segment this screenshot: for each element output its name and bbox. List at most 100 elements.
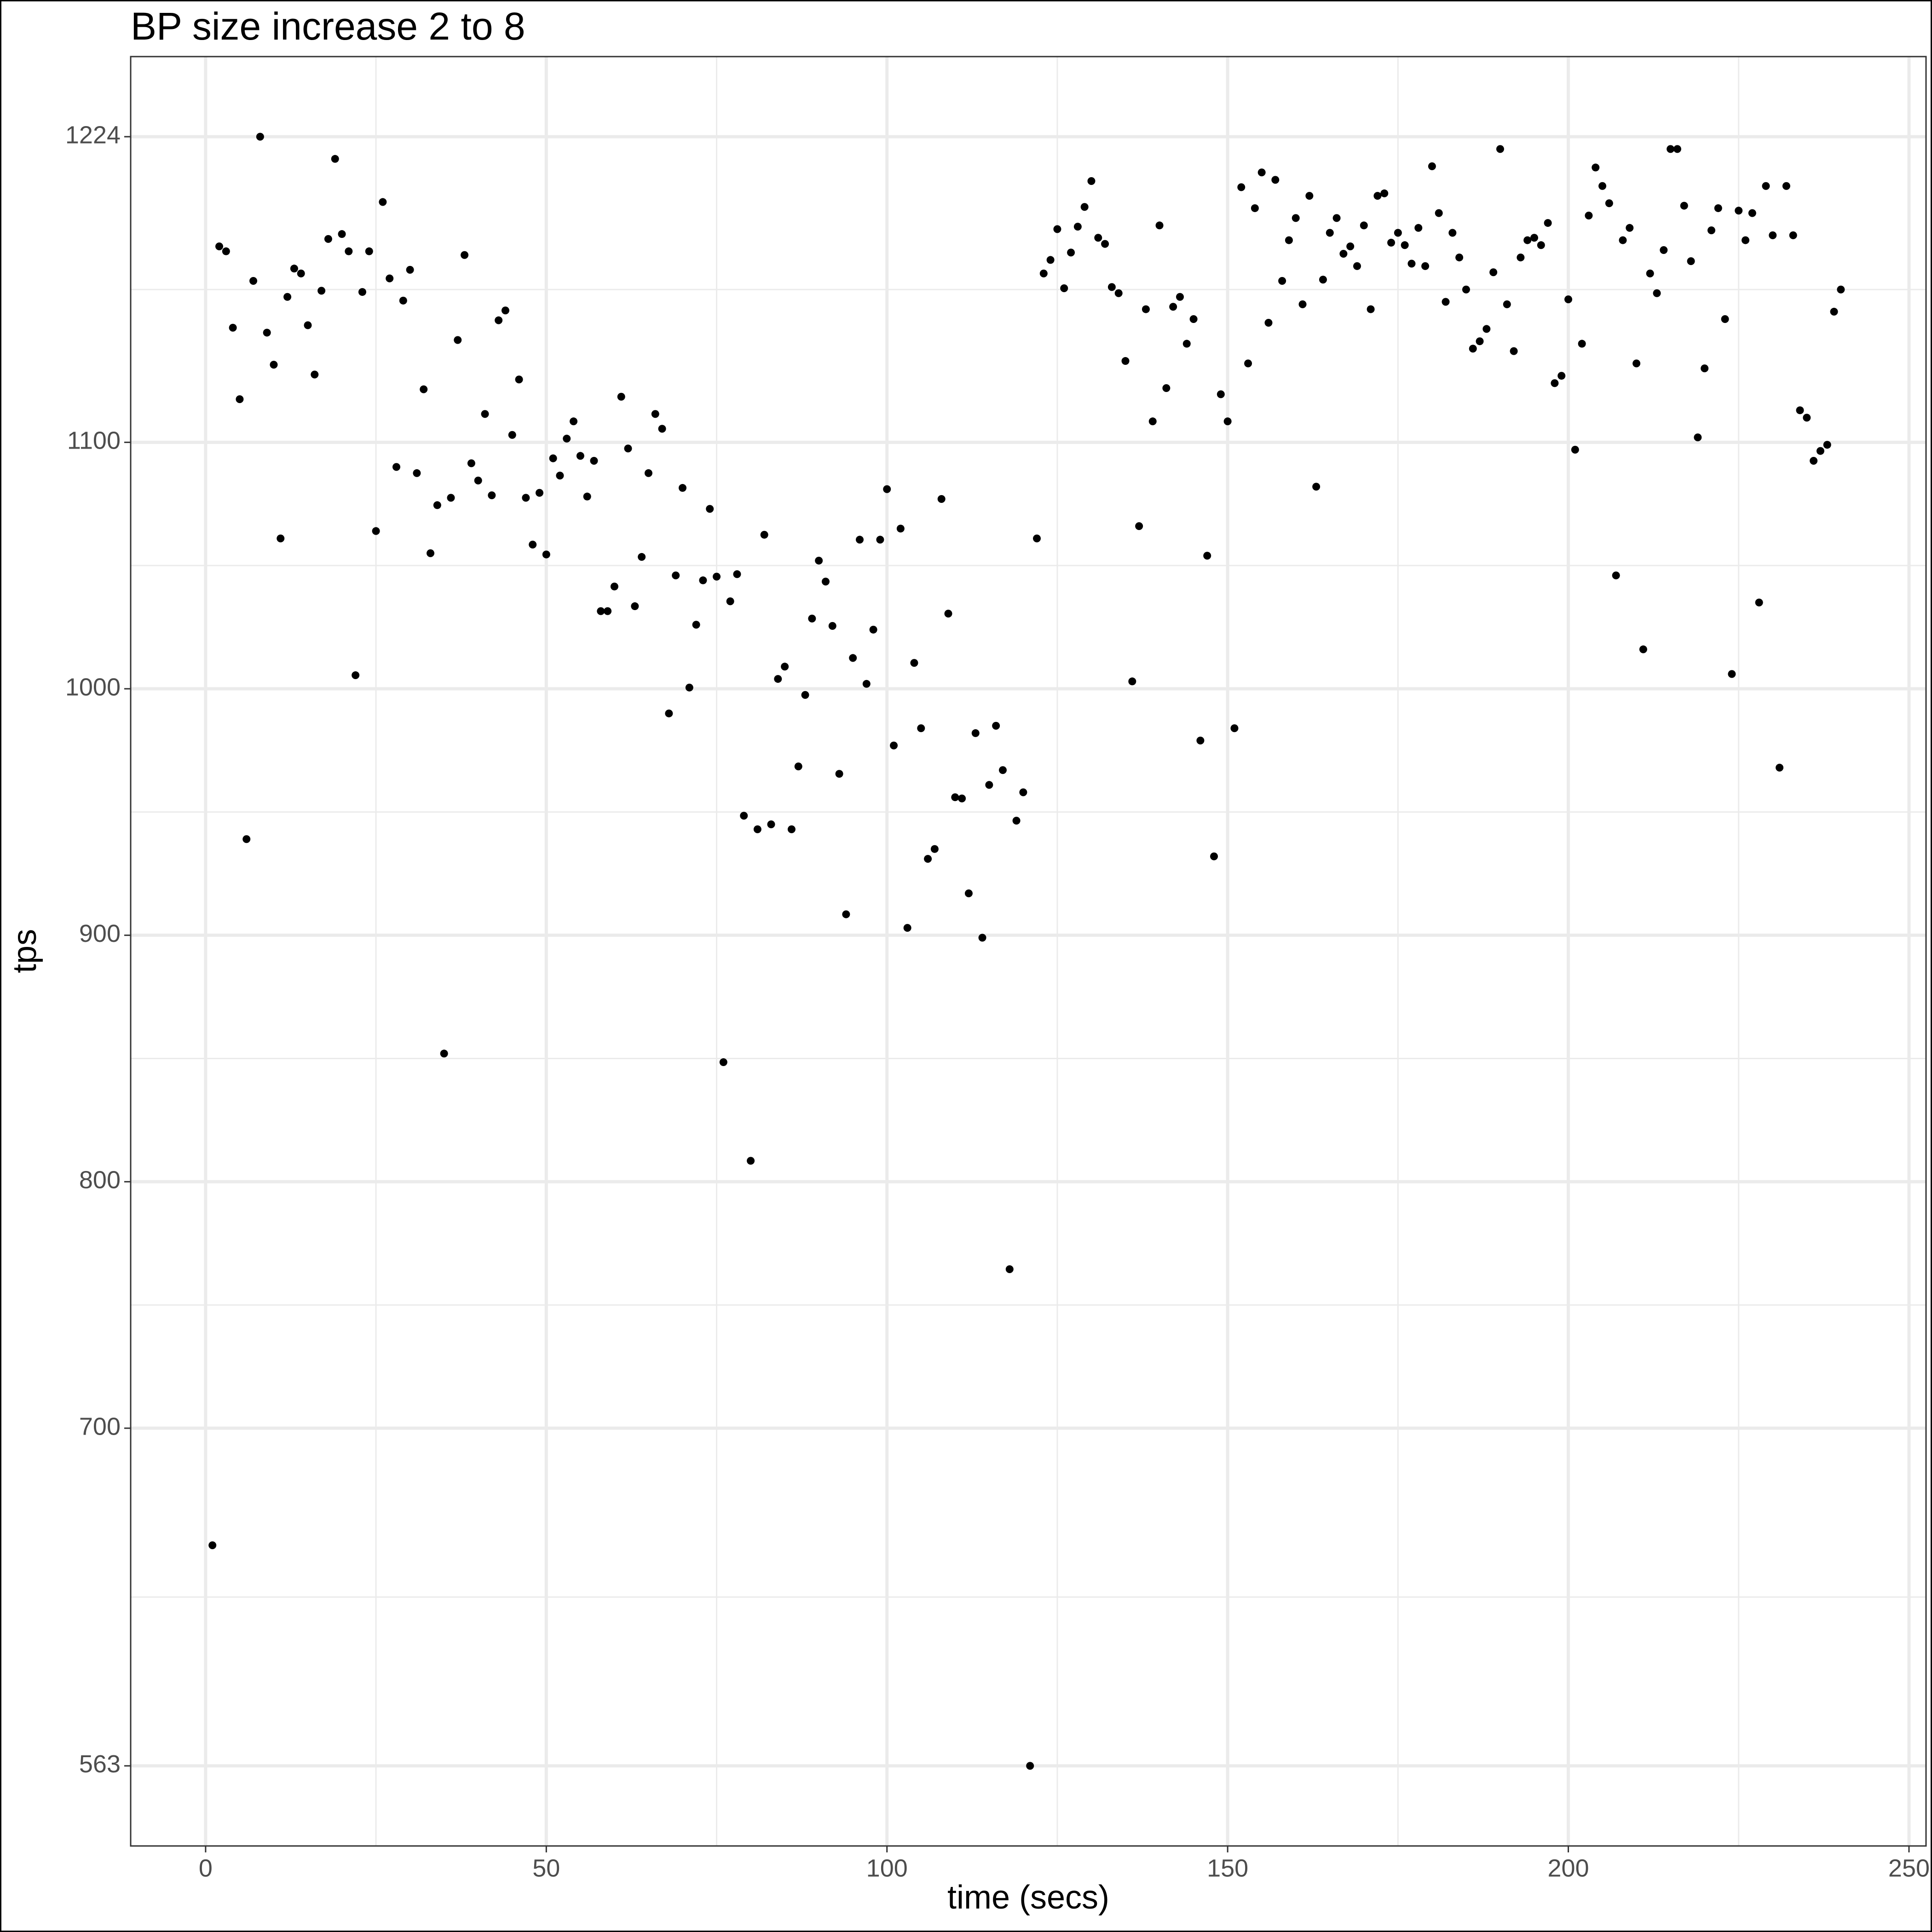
point bbox=[1380, 189, 1389, 197]
point bbox=[1448, 229, 1457, 237]
point bbox=[1612, 571, 1620, 580]
point bbox=[1237, 183, 1246, 191]
point bbox=[1107, 283, 1116, 291]
point bbox=[1537, 241, 1545, 249]
point bbox=[1367, 305, 1375, 313]
point bbox=[1292, 214, 1300, 222]
point bbox=[944, 610, 952, 618]
point bbox=[842, 910, 850, 918]
point bbox=[1639, 645, 1647, 653]
point bbox=[1326, 229, 1334, 237]
point bbox=[1557, 372, 1566, 380]
point bbox=[1619, 236, 1627, 244]
point bbox=[549, 454, 557, 462]
point bbox=[1128, 677, 1136, 686]
point bbox=[1782, 182, 1790, 190]
point bbox=[1530, 234, 1539, 242]
point bbox=[1673, 145, 1681, 153]
y-tick-label: 1224 bbox=[65, 121, 121, 149]
point bbox=[1176, 293, 1184, 301]
point bbox=[1476, 337, 1484, 346]
point bbox=[1073, 223, 1082, 231]
point bbox=[1019, 788, 1027, 796]
point bbox=[835, 770, 843, 778]
x-axis-title: time (secs) bbox=[947, 1879, 1109, 1916]
point bbox=[1135, 522, 1143, 530]
point bbox=[1060, 284, 1068, 293]
point bbox=[1094, 234, 1102, 242]
point bbox=[386, 274, 394, 283]
point bbox=[821, 577, 830, 586]
point bbox=[1598, 182, 1607, 190]
point bbox=[392, 463, 401, 471]
point bbox=[222, 247, 230, 255]
point bbox=[256, 133, 264, 141]
point bbox=[767, 820, 775, 829]
point bbox=[1285, 236, 1293, 244]
point bbox=[1339, 250, 1348, 258]
point bbox=[1251, 204, 1259, 212]
point bbox=[1244, 359, 1252, 368]
point bbox=[501, 306, 509, 315]
point bbox=[1687, 257, 1695, 265]
point bbox=[1830, 307, 1838, 316]
point bbox=[474, 476, 482, 484]
point bbox=[229, 323, 237, 332]
point bbox=[427, 549, 435, 557]
point bbox=[529, 541, 537, 549]
point bbox=[692, 621, 700, 629]
point bbox=[324, 235, 332, 243]
point bbox=[1762, 182, 1770, 190]
point bbox=[924, 855, 932, 863]
point bbox=[1121, 357, 1130, 365]
point bbox=[1223, 417, 1232, 426]
point bbox=[277, 534, 285, 542]
point bbox=[1592, 163, 1600, 172]
point bbox=[338, 230, 346, 238]
point bbox=[1230, 724, 1239, 732]
point bbox=[787, 825, 796, 833]
point bbox=[1080, 203, 1089, 211]
point bbox=[1803, 414, 1811, 422]
point bbox=[311, 370, 319, 379]
point bbox=[1721, 315, 1729, 323]
point bbox=[399, 296, 407, 305]
point bbox=[917, 724, 925, 732]
point bbox=[1278, 277, 1286, 285]
point bbox=[1305, 192, 1314, 200]
point bbox=[365, 247, 373, 255]
x-tick-label: 100 bbox=[866, 1854, 908, 1882]
point bbox=[1517, 254, 1525, 262]
point bbox=[331, 155, 339, 163]
point bbox=[461, 251, 469, 259]
point bbox=[379, 198, 387, 206]
point bbox=[1012, 817, 1021, 825]
point bbox=[583, 492, 591, 501]
point bbox=[406, 265, 414, 274]
point bbox=[1564, 295, 1573, 304]
point bbox=[672, 571, 680, 580]
point bbox=[1319, 276, 1327, 284]
point bbox=[297, 269, 305, 277]
point bbox=[1837, 285, 1845, 294]
point bbox=[1653, 289, 1661, 297]
point bbox=[597, 607, 605, 615]
point bbox=[1217, 390, 1225, 398]
point bbox=[992, 721, 1000, 730]
y-tick-label: 1000 bbox=[65, 673, 121, 701]
point bbox=[719, 1058, 727, 1067]
point bbox=[1435, 209, 1443, 217]
point bbox=[576, 452, 584, 460]
x-tick-label: 250 bbox=[1888, 1854, 1930, 1882]
point bbox=[713, 572, 721, 581]
point bbox=[1510, 347, 1518, 355]
point bbox=[638, 553, 646, 561]
point bbox=[1503, 300, 1511, 308]
point bbox=[733, 570, 741, 578]
point bbox=[1469, 345, 1477, 353]
point bbox=[590, 457, 598, 465]
point bbox=[242, 835, 251, 843]
point bbox=[1462, 285, 1470, 294]
point bbox=[1046, 256, 1055, 264]
